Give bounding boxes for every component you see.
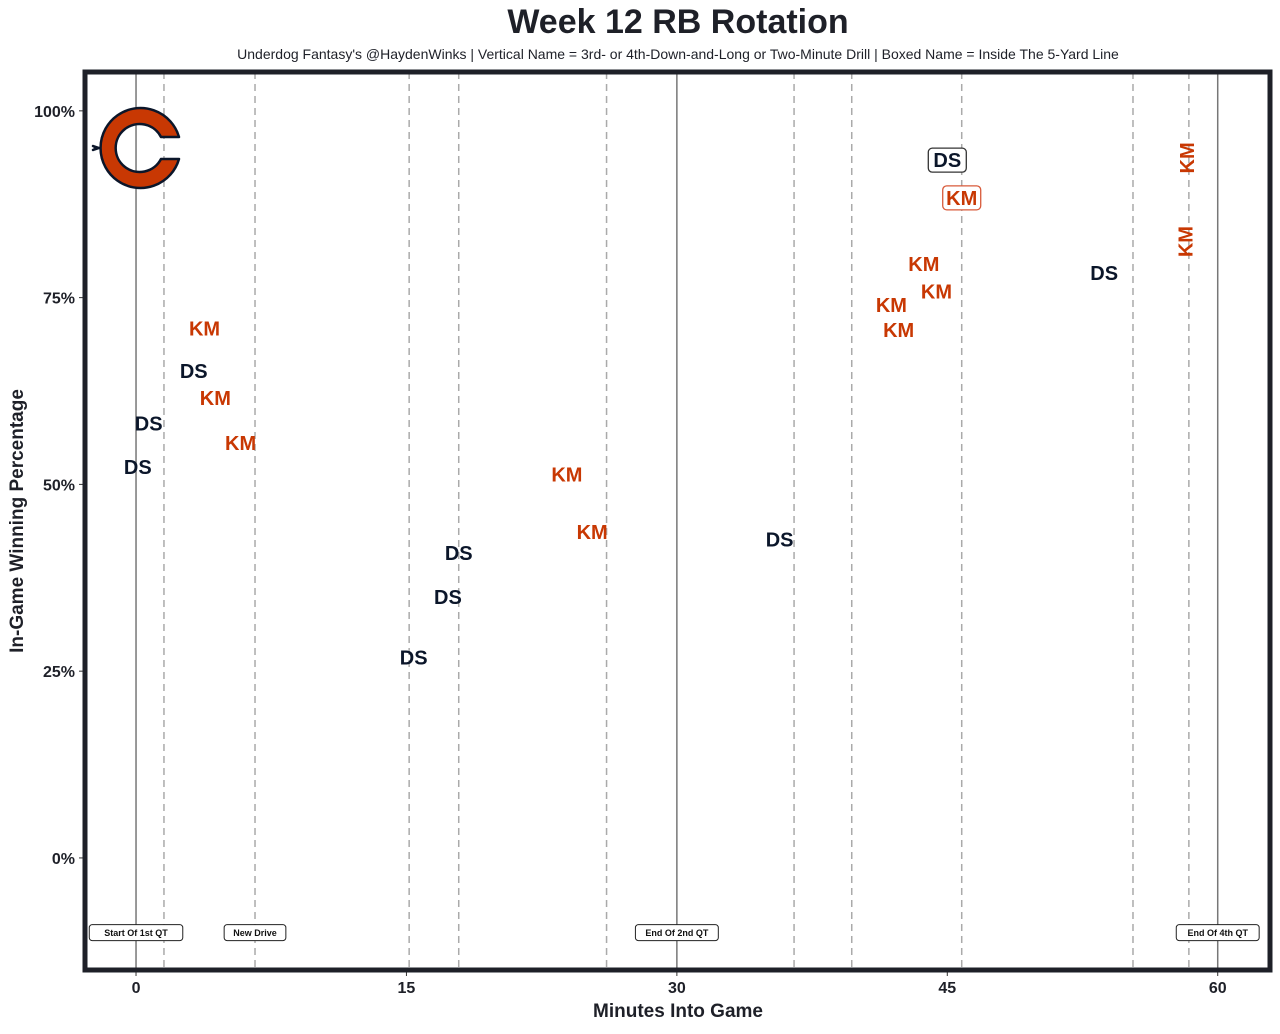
data-point-km: KM: [189, 319, 220, 341]
data-label-ds: DS: [135, 414, 163, 436]
x-tick-label: 60: [1209, 980, 1227, 997]
y-tick-label: 25%: [43, 664, 75, 681]
data-point-ds: DS: [135, 414, 163, 436]
annotation-box: [634, 924, 719, 942]
annotation-box: [88, 924, 184, 942]
boxed-label-frame: [927, 147, 967, 173]
x-axis-label: Minutes Into Game: [593, 1001, 763, 1022]
annotation-label: End Of 2nd QT: [645, 928, 708, 938]
data-point-ds: DS: [180, 361, 208, 383]
data-label-km: KM: [225, 433, 256, 455]
data-point-km: KM: [921, 282, 952, 304]
y-tick-label: 75%: [43, 291, 75, 308]
data-label-km: KM: [942, 185, 982, 211]
data-point-km: KM: [883, 320, 914, 342]
annotation-label: End Of 4th QT: [1187, 928, 1248, 938]
y-tick-label: 100%: [34, 104, 75, 121]
boxed-label-frame: [942, 185, 982, 211]
data-point-km: KM: [1175, 226, 1197, 257]
data-point-km: KM: [577, 522, 608, 544]
data-label-km: KM: [577, 522, 608, 544]
data-point-km: KM: [225, 433, 256, 455]
annotation-box: [1175, 924, 1260, 942]
chart-subtitle: Underdog Fantasy's @HaydenWinks | Vertic…: [237, 46, 1119, 62]
data-label-km: KM: [1175, 226, 1197, 257]
data-point-ds: DS: [766, 530, 794, 552]
y-tick-label: 50%: [43, 477, 75, 494]
x-tick-label: 0: [132, 980, 141, 997]
data-point-ds: DS: [124, 457, 152, 479]
data-label-ds: DS: [180, 361, 208, 383]
plot-area: Start Of 1st QT New Drive End Of 2nd QT End…: [34, 69, 1273, 997]
data-point-km: KM: [551, 465, 582, 487]
data-point-km: KM: [200, 388, 231, 410]
annotation-label: New Drive: [233, 928, 277, 938]
data-label-km: KM: [876, 295, 907, 317]
data-point-km: KM: [908, 254, 939, 276]
data-point-ds: DS: [1090, 263, 1118, 285]
y-axis-label: In-Game Winning Percentage: [7, 389, 28, 653]
data-point-ds: DS: [445, 543, 473, 565]
y-tick-label: 0%: [52, 851, 75, 868]
chart-title: Week 12 RB Rotation: [507, 3, 848, 41]
data-label-km: KM: [908, 254, 939, 276]
data-point-km: KM: [946, 188, 977, 210]
data-point-km: KM: [876, 295, 907, 317]
data-label-km: KM: [921, 282, 952, 304]
data-label-km: KM: [1177, 142, 1199, 173]
data-point-km: KM: [1177, 142, 1199, 173]
data-label-ds: DS: [445, 543, 473, 565]
data-label-ds: DS: [434, 587, 462, 609]
data-label-km: KM: [200, 388, 231, 410]
plot-frame: [82, 69, 1273, 973]
data-label-ds: DS: [927, 147, 967, 173]
x-tick-label: 45: [938, 980, 956, 997]
data-label-km: KM: [883, 320, 914, 342]
annotation-label: Start Of 1st QT: [104, 928, 168, 938]
data-point-ds: DS: [400, 648, 428, 670]
data-label-km: KM: [551, 465, 582, 487]
bears-logo-icon: [91, 106, 181, 190]
data-label-ds: DS: [124, 457, 152, 479]
annotation-box: [223, 924, 287, 942]
x-tick-label: 15: [398, 980, 416, 997]
data-point-ds: DS: [933, 150, 961, 172]
data-label-ds: DS: [400, 648, 428, 670]
data-label-km: KM: [189, 319, 220, 341]
x-tick-label: 30: [668, 980, 686, 997]
team-logo: [91, 106, 181, 190]
data-label-ds: DS: [1090, 263, 1118, 285]
data-label-ds: DS: [766, 530, 794, 552]
data-point-ds: DS: [434, 587, 462, 609]
